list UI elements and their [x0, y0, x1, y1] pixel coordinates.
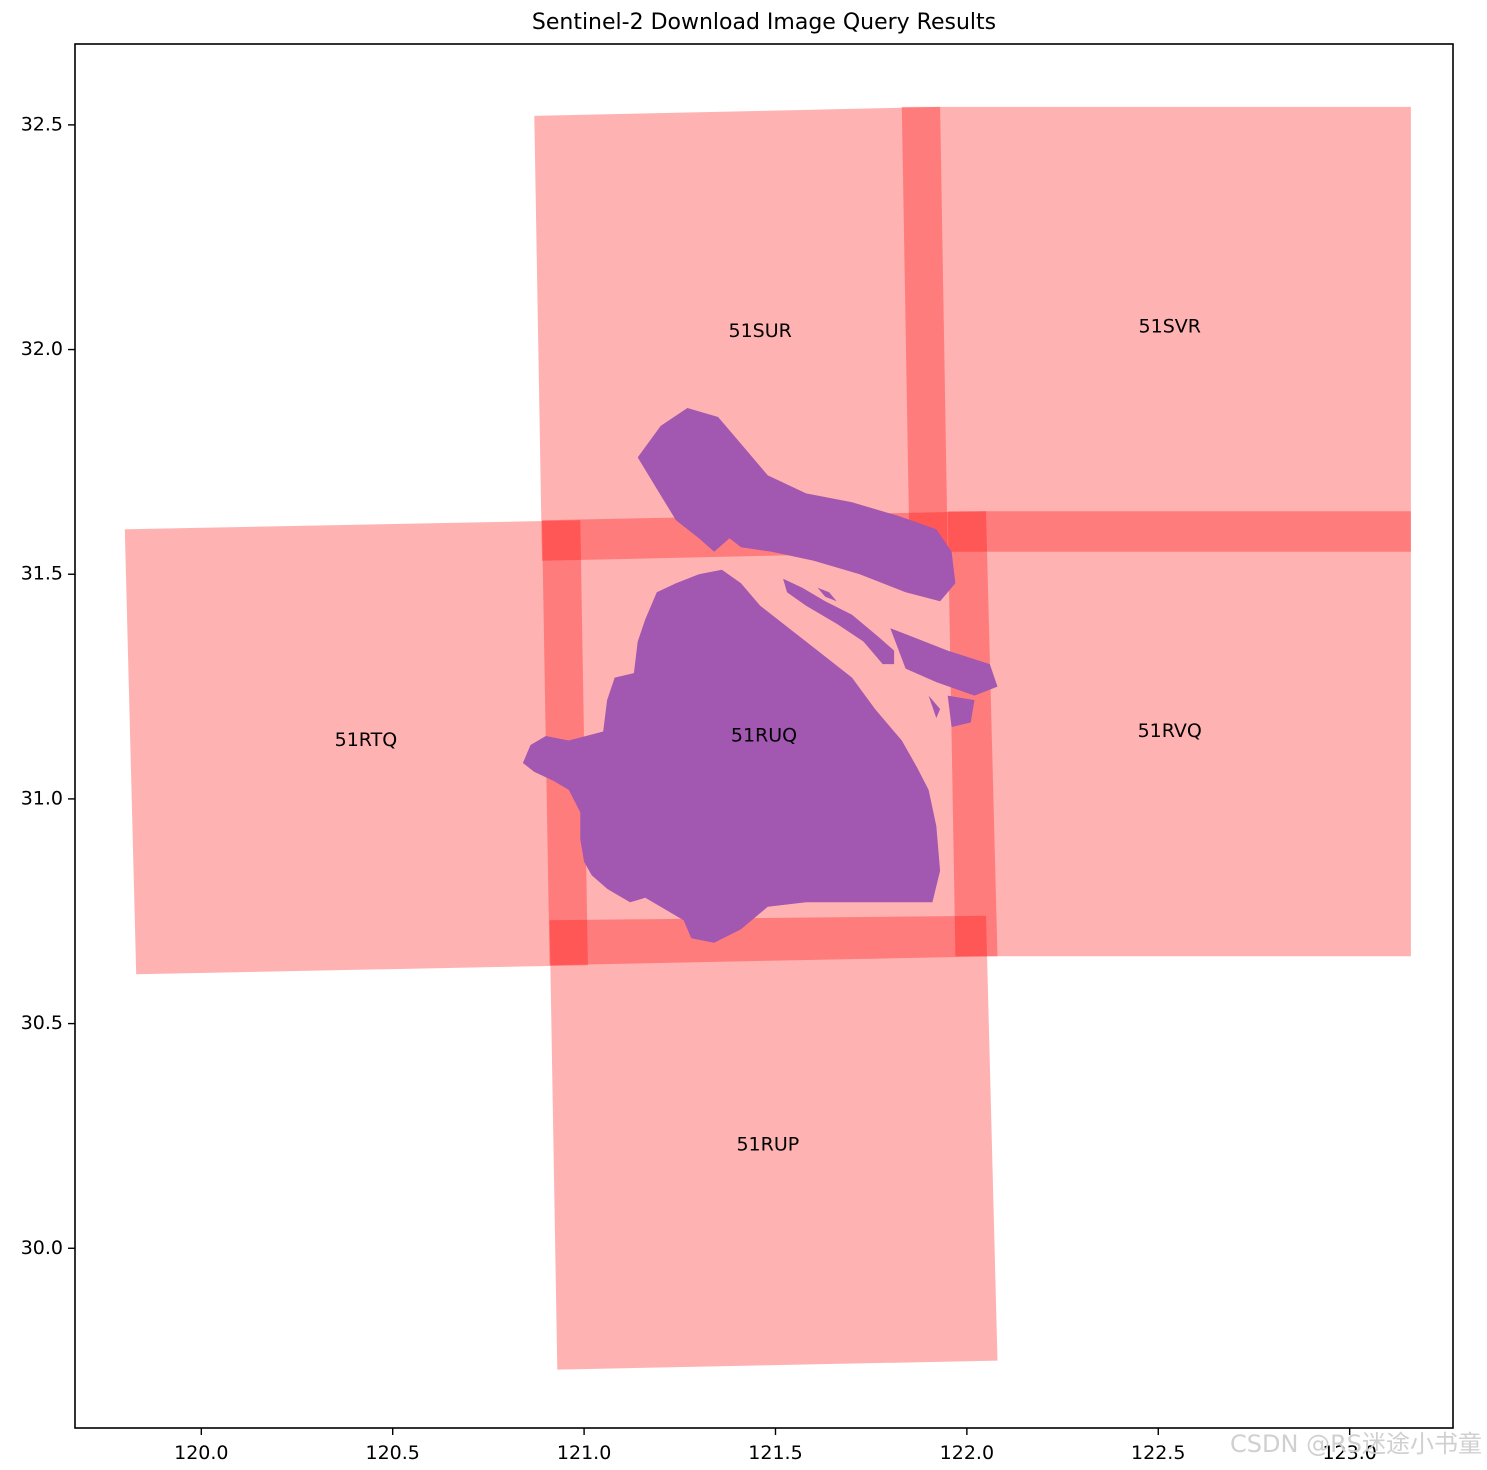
region-island-2 — [783, 578, 895, 665]
region-island-4 — [890, 628, 998, 696]
tile-footprint-51SVR — [901, 106, 1411, 552]
tile-footprint-51RUP — [549, 915, 998, 1370]
y-axis: 30.0 30.5 31.0 31.5 32.0 32.5 — [21, 113, 75, 1259]
x-tick-label: 120.5 — [366, 1442, 420, 1464]
y-tick-label: 30.5 — [21, 1012, 63, 1034]
x-tick-label: 121.0 — [557, 1442, 611, 1464]
region-island-1 — [637, 408, 956, 602]
chart-title: Sentinel-2 Download Image Query Results — [532, 10, 996, 35]
tile-footprint-51SUR — [534, 106, 948, 561]
x-tick-label: 120.0 — [174, 1442, 228, 1464]
tile-label-51SVR: 51SVR — [1139, 316, 1201, 338]
x-tick-label: 123.0 — [1322, 1442, 1376, 1464]
tile-label-51RUP: 51RUP — [736, 1133, 799, 1155]
y-tick-label: 31.5 — [21, 563, 63, 585]
y-tick-label: 31.0 — [21, 787, 63, 809]
tile-footprint-51RVQ — [947, 511, 1411, 957]
region-island-3 — [817, 587, 837, 602]
x-tick-label: 122.5 — [1131, 1442, 1185, 1464]
x-tick-label: 122.0 — [940, 1442, 994, 1464]
region-layer — [522, 408, 998, 943]
y-tick-label: 30.0 — [21, 1237, 63, 1259]
tile-footprint-51RTQ — [124, 520, 588, 975]
x-tick-label: 121.5 — [748, 1442, 802, 1464]
tile-labels-layer: 51SUR 51SVR 51RTQ 51RUQ 51RVQ 51RUP — [335, 316, 1202, 1156]
region-island-6 — [947, 695, 975, 727]
tile-label-51RTQ: 51RTQ — [335, 729, 398, 751]
region-island-5 — [928, 695, 941, 718]
watermark: CSDN @RS迷途小书童 — [1230, 1430, 1482, 1458]
tile-label-51RUQ: 51RUQ — [731, 725, 797, 747]
y-tick-label: 32.0 — [21, 338, 63, 360]
y-tick-label: 32.5 — [21, 113, 63, 135]
tile-label-51SUR: 51SUR — [728, 320, 791, 342]
tile-label-51RVQ: 51RVQ — [1138, 720, 1202, 742]
x-axis: 120.0 120.5 121.0 121.5 122.0 122.5 123.0 — [174, 1428, 1377, 1464]
plot-frame — [74, 43, 1454, 1429]
region-mainland — [522, 569, 941, 943]
